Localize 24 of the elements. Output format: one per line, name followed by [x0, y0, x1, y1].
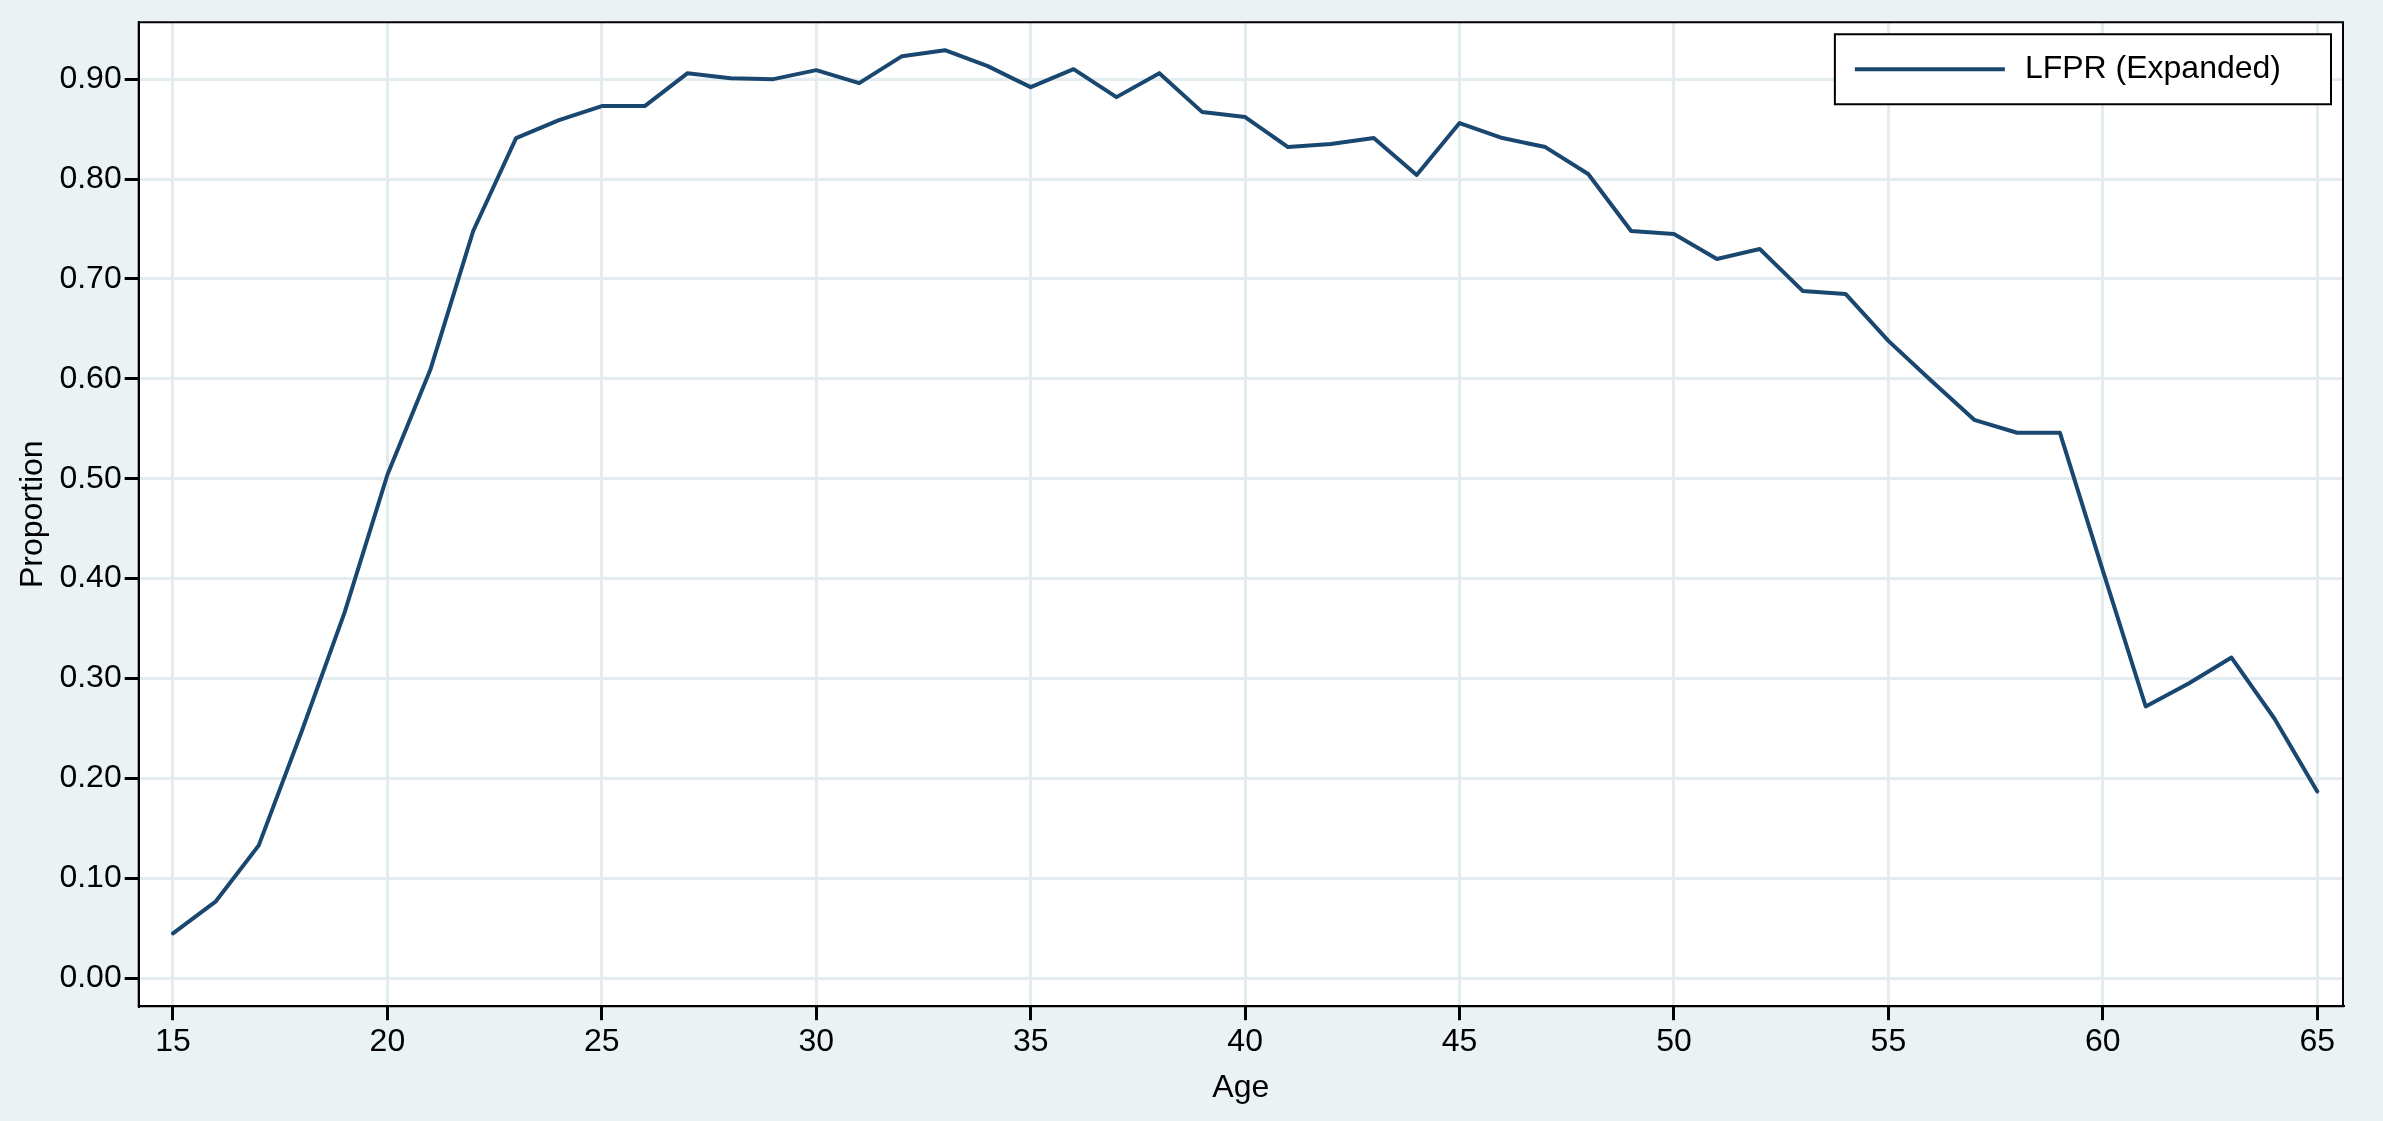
- y-tick-label: 0.60: [59, 358, 122, 395]
- x-axis-title: Age: [1212, 1067, 1270, 1104]
- x-tick-label: 55: [1870, 1022, 1907, 1059]
- x-tick-label: 65: [2299, 1022, 2336, 1059]
- legend-label: LFPR (Expanded): [2024, 49, 2281, 86]
- x-tick-label: 50: [1656, 1022, 1692, 1059]
- y-tick-label: 0.30: [59, 658, 122, 695]
- y-tick-label: 0.80: [59, 158, 122, 195]
- x-tick-label: 40: [1227, 1022, 1263, 1059]
- y-tick-label: 0.50: [59, 458, 122, 495]
- x-tick-label: 30: [798, 1022, 835, 1059]
- y-tick-label: 0.70: [59, 258, 122, 295]
- y-tick-label: 0.40: [59, 558, 122, 595]
- x-tick-label: 25: [584, 1022, 620, 1059]
- x-tick-label: 45: [1441, 1022, 1478, 1059]
- y-tick-label: 0.90: [59, 58, 122, 95]
- y-axis-title: Proportion: [13, 440, 50, 589]
- x-tick-label: 35: [1012, 1022, 1049, 1059]
- x-tick-label: 60: [2085, 1022, 2121, 1059]
- x-tick-label: 20: [369, 1022, 406, 1059]
- y-tick-label: 0.00: [59, 958, 122, 995]
- x-tick-label: 15: [155, 1022, 191, 1059]
- y-tick-label: 0.10: [59, 858, 122, 895]
- y-tick-label: 0.20: [59, 758, 122, 795]
